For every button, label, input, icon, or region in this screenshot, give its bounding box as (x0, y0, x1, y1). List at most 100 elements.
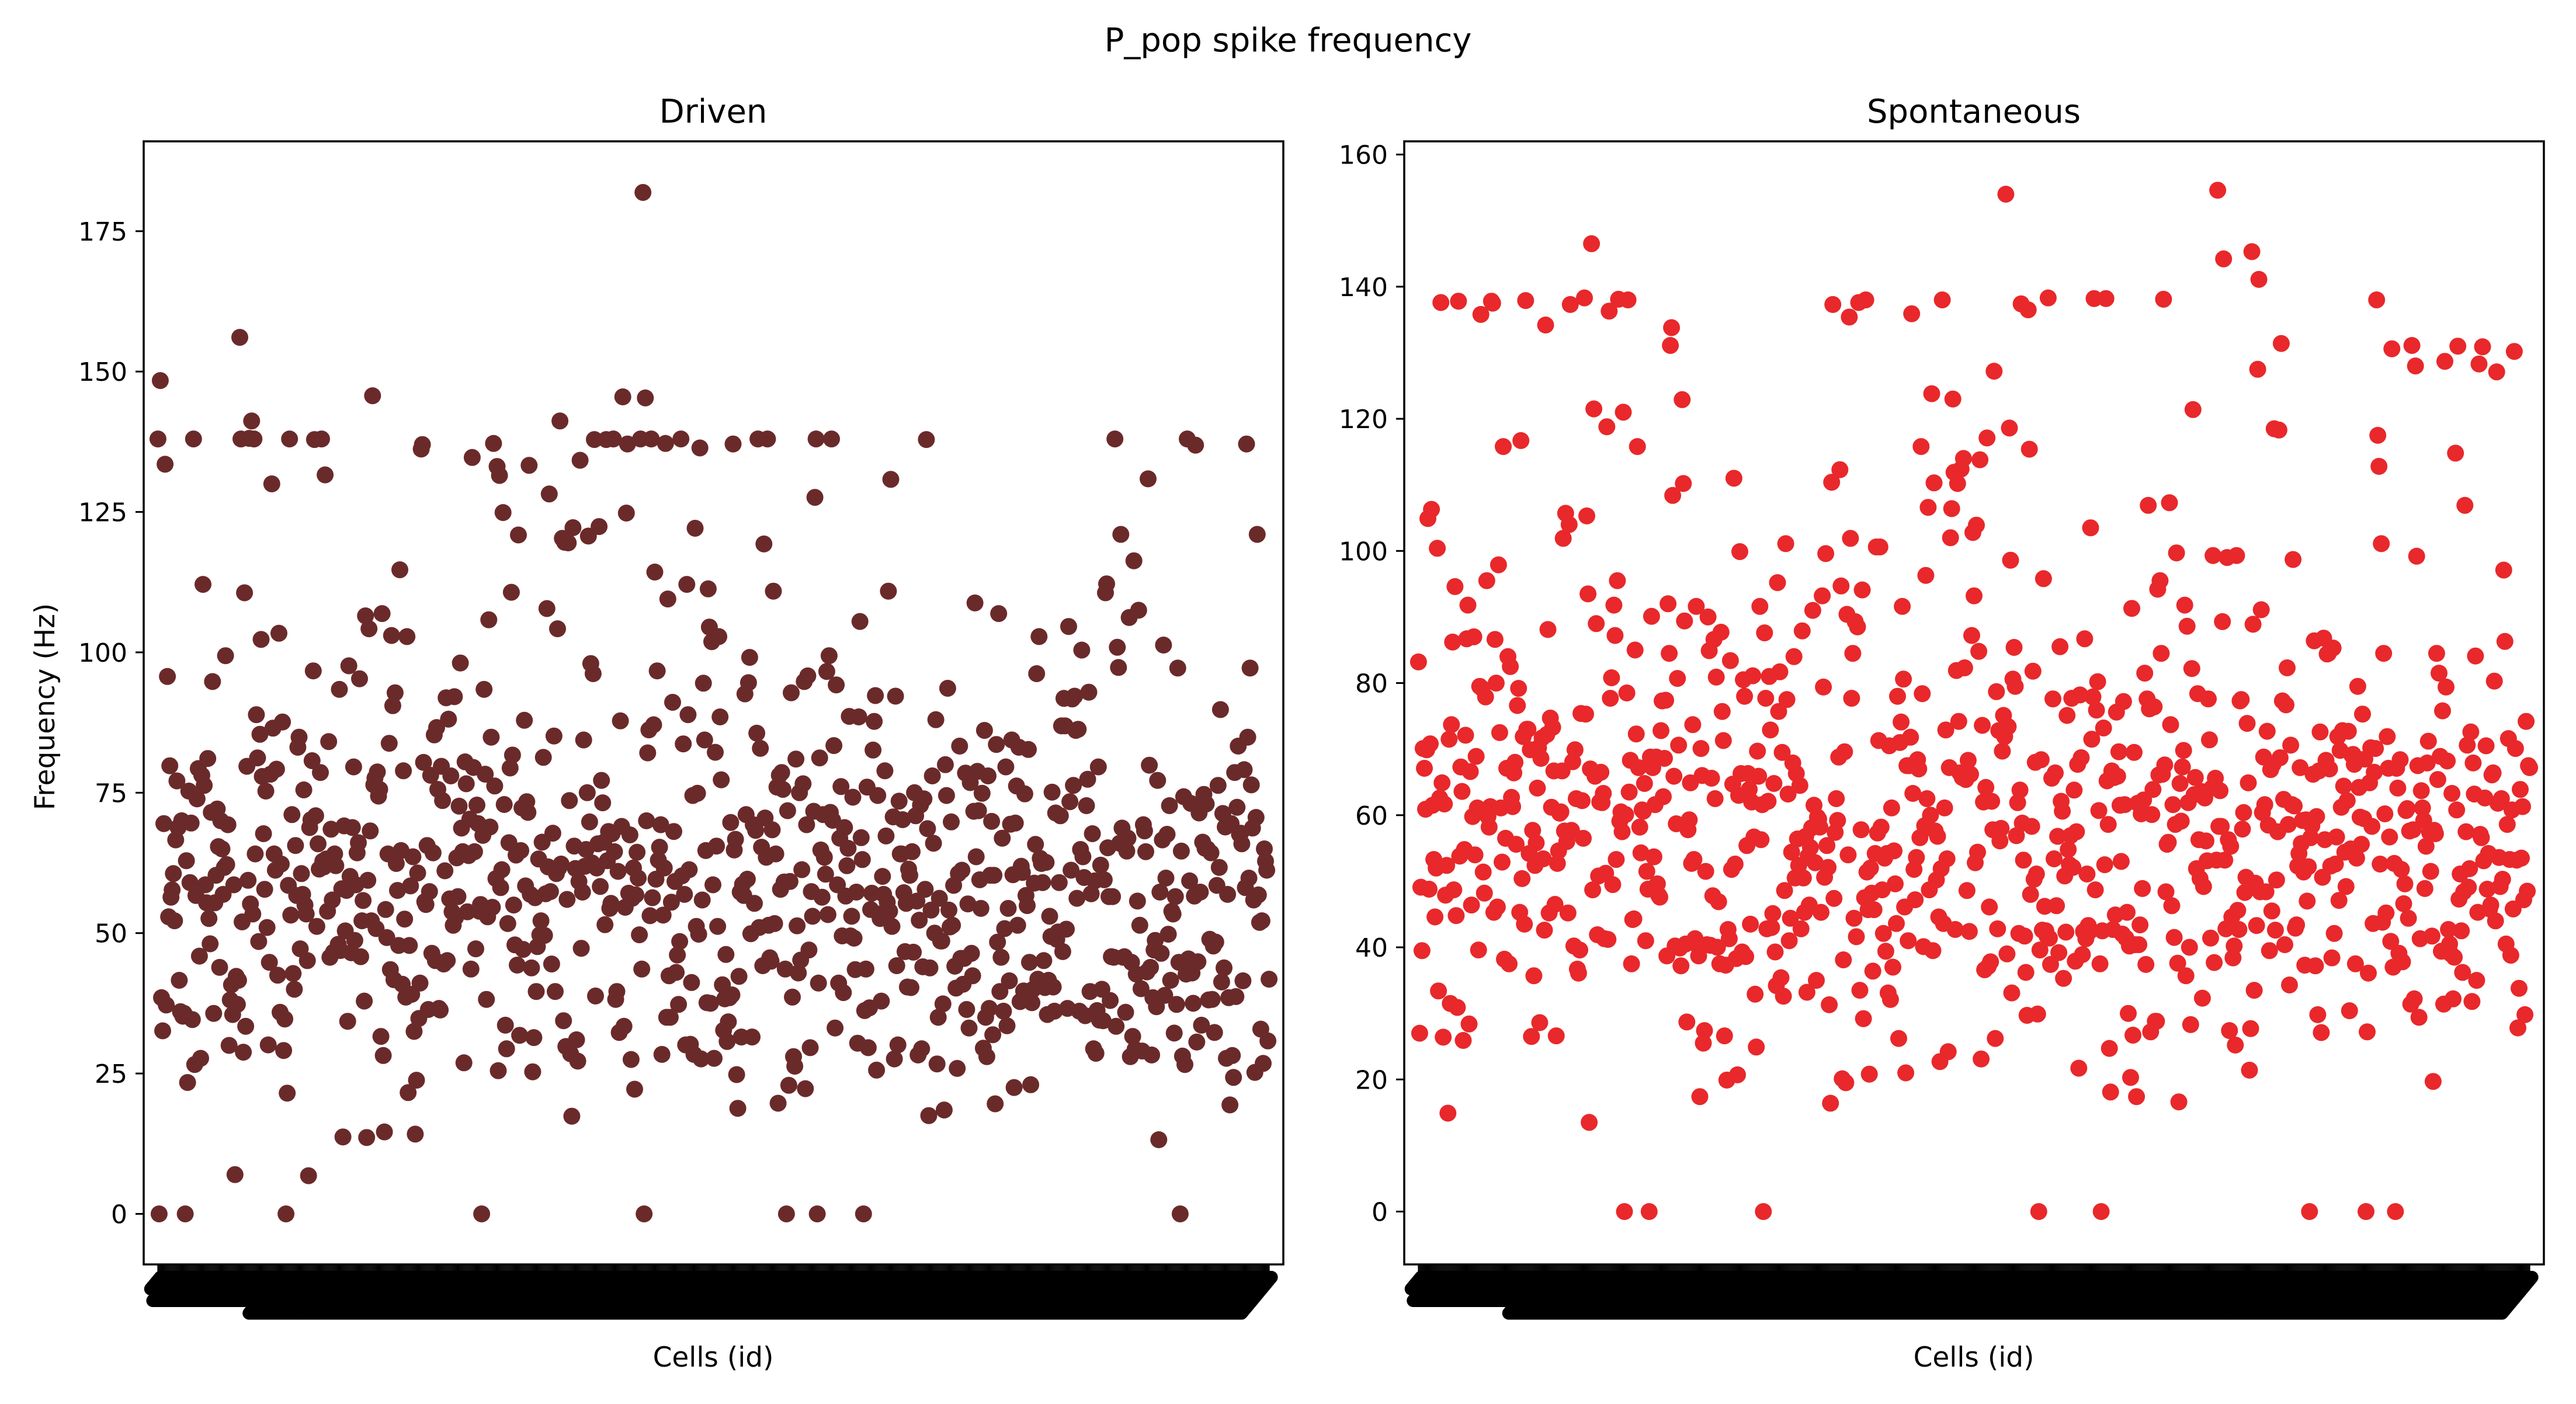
driven-point (1219, 886, 1236, 903)
spontaneous-point (1631, 819, 1648, 836)
spontaneous-point (1460, 597, 1477, 614)
spontaneous-point (1970, 643, 1987, 660)
spontaneous-point (1626, 910, 1643, 927)
driven-point (1248, 809, 1265, 826)
spontaneous-point (1773, 969, 1790, 986)
driven-point (312, 764, 329, 781)
spontaneous-point (2054, 803, 2071, 820)
spontaneous-point (2016, 927, 2033, 944)
driven-point (1092, 857, 1109, 874)
driven-point (1020, 741, 1037, 758)
driven-point (496, 796, 513, 813)
spontaneous-point (1697, 863, 1714, 880)
driven-point (1054, 943, 1071, 960)
spontaneous-point (2506, 343, 2523, 360)
driven-point (1189, 953, 1206, 970)
driven-point (1192, 884, 1209, 901)
spontaneous-point (1949, 475, 1966, 492)
spontaneous-point (1756, 624, 1773, 641)
driven-point (504, 746, 521, 763)
driven-point (277, 1205, 294, 1222)
spontaneous-point (1839, 846, 1856, 863)
driven-point (373, 1028, 390, 1045)
spontaneous-point (1707, 790, 1724, 807)
spontaneous-ytick-label: 0 (1372, 1198, 1388, 1228)
spontaneous-point (2089, 673, 2106, 690)
driven-point (816, 849, 833, 866)
driven-point (284, 965, 301, 982)
spontaneous-point (1692, 1088, 1709, 1105)
driven-point (602, 895, 619, 912)
driven-point (916, 881, 933, 898)
spontaneous-point (1657, 692, 1674, 709)
spontaneous-point (1757, 690, 1774, 707)
driven-point (1240, 729, 1256, 746)
spontaneous-point (1432, 294, 1449, 311)
driven-point (800, 941, 817, 958)
driven-point (558, 891, 575, 908)
spontaneous-point (1663, 319, 1680, 336)
spontaneous-point (1987, 1030, 2004, 1047)
driven-point (239, 872, 256, 889)
driven-point (671, 933, 688, 950)
driven-point (401, 937, 418, 954)
spontaneous-point (2227, 1037, 2244, 1054)
spontaneous-point (2467, 648, 2484, 665)
spontaneous-point (2328, 829, 2345, 846)
spontaneous-point (2422, 863, 2439, 880)
driven-point (1187, 437, 1204, 454)
driven-point (260, 1037, 277, 1054)
spontaneous-point (2126, 744, 2143, 761)
spontaneous-point (1969, 844, 1986, 861)
driven-point (949, 1060, 966, 1077)
driven-point (852, 613, 869, 630)
spontaneous-point (1926, 474, 1943, 491)
spontaneous-point (2234, 821, 2251, 837)
spontaneous-point (2448, 801, 2465, 818)
spontaneous-point (1998, 946, 2015, 962)
driven-point (217, 647, 234, 664)
spontaneous-point (1887, 875, 1904, 892)
driven-point (151, 1205, 168, 1222)
driven-point (724, 986, 741, 1003)
driven-point (1098, 575, 1115, 592)
driven-point (414, 436, 431, 453)
spontaneous-point (2313, 1024, 2329, 1041)
spontaneous-point (1410, 654, 1427, 670)
spontaneous-point (2095, 720, 2112, 736)
spontaneous-point (1516, 916, 1533, 933)
spontaneous-point (1561, 516, 1578, 533)
spontaneous-point (2098, 290, 2115, 307)
spontaneous-point (2447, 444, 2464, 461)
spontaneous-point (1831, 461, 1848, 478)
spontaneous-point (1895, 670, 1912, 687)
driven-point (572, 452, 589, 469)
spontaneous-point (2321, 760, 2338, 777)
driven-point (1034, 874, 1051, 891)
driven-point (492, 879, 509, 896)
spontaneous-point (2507, 740, 2524, 757)
spontaneous-point (2221, 1022, 2238, 1039)
spontaneous-point (2091, 802, 2108, 819)
driven-point (1155, 637, 1172, 654)
spontaneous-point (2229, 902, 2246, 919)
spontaneous-point (2226, 937, 2242, 954)
driven-point (546, 728, 563, 745)
spontaneous-point (1512, 432, 1529, 449)
driven-point (1028, 665, 1045, 682)
spontaneous-point (2518, 713, 2535, 730)
driven-point (1030, 628, 1047, 645)
driven-point (358, 1129, 375, 1146)
spontaneous-point (2324, 950, 2341, 967)
driven-point (848, 884, 865, 901)
spontaneous-point (2088, 701, 2105, 718)
driven-point (218, 856, 235, 873)
driven-point (874, 868, 891, 885)
spontaneous-point (2051, 638, 2068, 655)
spontaneous-point (1540, 621, 1557, 638)
spontaneous-point (1681, 811, 1697, 828)
driven-point (1041, 908, 1058, 925)
spontaneous-point (1455, 1032, 1472, 1049)
spontaneous-point (1792, 777, 1808, 794)
spontaneous-point (2411, 1009, 2428, 1026)
